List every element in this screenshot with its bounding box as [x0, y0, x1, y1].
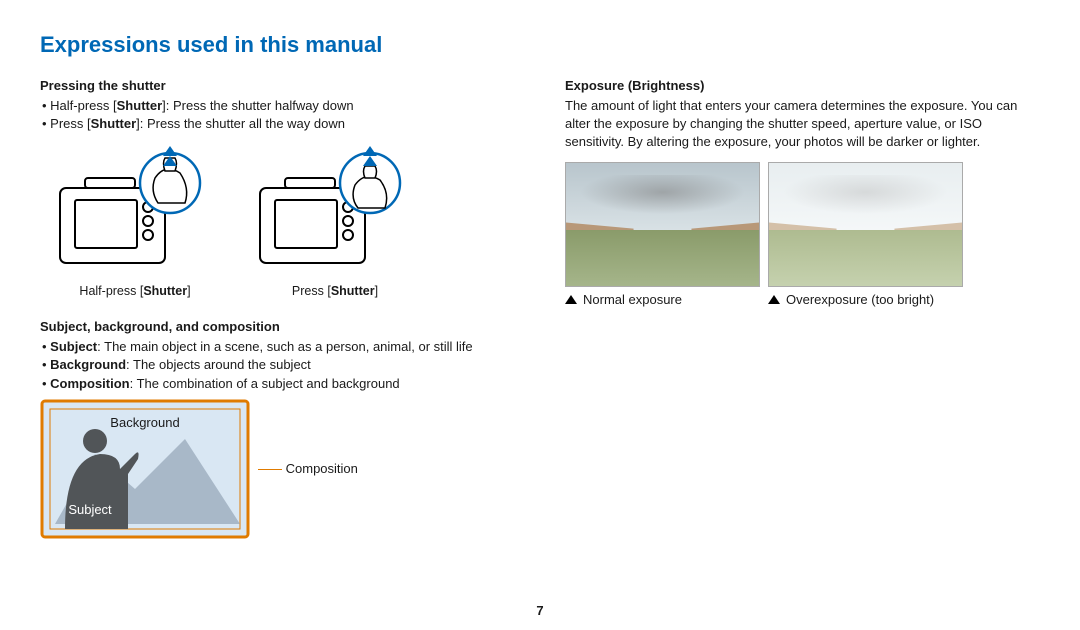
camera-halfpress: Half-press [Shutter]: [50, 143, 220, 300]
sbc-item-1: Subject: The main object in a scene, suc…: [42, 338, 515, 356]
photo-overexposed: [768, 162, 963, 287]
camera-press: Press [Shutter]: [250, 143, 420, 300]
triangle-icon: [768, 295, 780, 304]
content-columns: Pressing the shutter Half-press [Shutter…: [40, 77, 1040, 539]
right-column: Exposure (Brightness) The amount of ligh…: [565, 77, 1040, 539]
exposure-body: The amount of light that enters your cam…: [565, 97, 1040, 152]
camera-icon: [50, 143, 220, 273]
caption-row: Normal exposure Overexposure (too bright…: [565, 291, 1040, 309]
sbc-heading: Subject, background, and composition: [40, 318, 515, 336]
page-title: Expressions used in this manual: [40, 30, 1040, 61]
pressing-list: Half-press [Shutter]: Press the shutter …: [40, 97, 515, 133]
pressing-item-2: Press [Shutter]: Press the shutter all t…: [42, 115, 515, 133]
camera-caption-1: Half-press [Shutter]: [50, 283, 220, 301]
triangle-icon: [565, 295, 577, 304]
sbc-item-2: Background: The objects around the subje…: [42, 356, 515, 374]
sbc-item-3: Composition: The combination of a subjec…: [42, 375, 515, 393]
photo-normal: [565, 162, 760, 287]
caption-normal: Normal exposure: [565, 291, 760, 309]
camera-icon: [250, 143, 420, 273]
camera-caption-2: Press [Shutter]: [250, 283, 420, 301]
subject-label: Subject: [68, 502, 112, 517]
sbc-list: Subject: The main object in a scene, suc…: [40, 338, 515, 393]
camera-diagrams: Half-press [Shutter]: [50, 143, 515, 300]
composition-side-label: Composition: [258, 460, 358, 478]
caption-overexposed: Overexposure (too bright): [768, 291, 963, 309]
page-number: 7: [536, 602, 543, 620]
pressing-item-1: Half-press [Shutter]: Press the shutter …: [42, 97, 515, 115]
photo-row: [565, 162, 1040, 287]
exposure-heading: Exposure (Brightness): [565, 77, 1040, 95]
composition-icon: Background Subject: [40, 399, 250, 539]
bg-label: Background: [110, 415, 179, 430]
composition-diagram: Background Subject Composition: [40, 399, 515, 539]
pressing-heading: Pressing the shutter: [40, 77, 515, 95]
left-column: Pressing the shutter Half-press [Shutter…: [40, 77, 515, 539]
